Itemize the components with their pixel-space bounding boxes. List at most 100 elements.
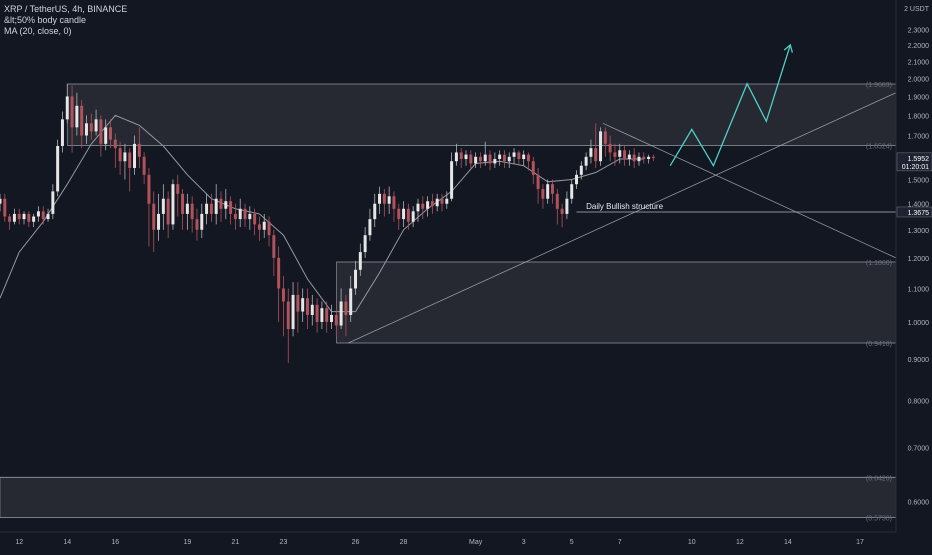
candle-down (166, 198, 170, 225)
candle-up (301, 298, 305, 312)
candle-down (219, 198, 223, 209)
candle-down (526, 154, 530, 162)
price-tick-label: 1.7000 (908, 134, 930, 141)
candle-up (584, 156, 588, 166)
time-tick-label: 7 (618, 539, 622, 546)
candle-down (233, 213, 237, 220)
candle-up (454, 152, 458, 162)
candle-up (0, 198, 2, 204)
candle-up (579, 165, 583, 175)
candle-down (17, 213, 21, 220)
candle-up (426, 201, 430, 209)
candle-up (450, 161, 454, 199)
time-tick-label: 17 (856, 539, 864, 546)
price-tag-value: 1.5952 (908, 156, 930, 163)
price-tick-label: 1.1000 (908, 286, 930, 293)
candle-up (171, 184, 175, 225)
candle-up (512, 152, 516, 157)
time-tick-label: 23 (280, 539, 288, 546)
price-tick-label: 1.5000 (908, 177, 930, 184)
candle-up (402, 208, 406, 220)
candle-up (200, 213, 204, 230)
candle-up (262, 221, 266, 230)
candle-up (368, 219, 372, 236)
indicator-ma[interactable]: MA (20, close, 0) (4, 26, 72, 36)
candle-up (104, 127, 108, 144)
projection-path (669, 44, 791, 168)
candle-down (70, 96, 74, 128)
candle-up (65, 96, 69, 120)
candle-up (618, 150, 622, 157)
price-tick-label: 0.8000 (908, 398, 930, 405)
candle-down (128, 152, 132, 168)
candle-down (113, 139, 117, 149)
candle-down (382, 193, 386, 204)
time-tick-label: 5 (570, 539, 574, 546)
price-tick-label: 2.1000 (908, 59, 930, 66)
candle-down (488, 154, 492, 164)
level-label: (0.5730) (866, 516, 892, 523)
candle-down (152, 203, 156, 230)
projection-arrowhead (783, 43, 794, 53)
zone-box (0, 477, 896, 518)
candle-up (51, 191, 55, 214)
candle-up (84, 123, 88, 136)
candle-down (118, 148, 122, 162)
price-tick-label: 1.2000 (908, 256, 930, 263)
candle-up (224, 201, 228, 209)
candle-up (373, 203, 377, 220)
candle-down (397, 208, 401, 220)
price-tick-label: 0.9000 (908, 357, 930, 364)
candle-down (623, 150, 627, 160)
candle-up (445, 198, 449, 204)
candle-down (41, 211, 45, 220)
candle-up (363, 235, 367, 253)
candle-down (267, 221, 271, 236)
candle-down (440, 198, 444, 204)
candle-down (594, 148, 598, 162)
trendlines-layer (348, 92, 897, 344)
time-tick-label: 12 (736, 539, 744, 546)
time-tick-label: 26 (352, 539, 360, 546)
candle-down (190, 203, 194, 220)
candle-up (214, 198, 218, 214)
chart-legend: XRP / TetherUS, 4h, BINANCE &lt;50% body… (4, 4, 127, 37)
candle-down (253, 213, 257, 225)
level-label: (0.6426) (866, 475, 892, 482)
time-axis[interactable]: 12 14 16 19 21 23 26 28 May 3 5 7 10 12 14 17 (0, 531, 896, 546)
price-tick-label: 1.0000 (908, 320, 930, 327)
projection-layer (669, 43, 794, 168)
time-tick-label: 16 (111, 539, 119, 546)
candle-down (613, 152, 617, 157)
candle-up (123, 152, 127, 162)
candle-up (248, 213, 252, 220)
time-tick-label: 12 (15, 539, 23, 546)
candle-up (32, 216, 36, 222)
candle-up (589, 148, 593, 157)
candle-up (349, 288, 353, 315)
indicator-body-candle[interactable]: &lt;50% body candle (4, 15, 87, 25)
candle-up (435, 198, 439, 207)
candle-down (517, 152, 521, 160)
candle-down (80, 105, 84, 136)
candle-up (22, 213, 26, 220)
symbol-title[interactable]: XRP / TetherUS, 4h, BINANCE (4, 4, 128, 14)
candle-up (358, 252, 362, 270)
zone-box (67, 84, 896, 146)
zone-box (336, 262, 896, 344)
candle-down (608, 143, 612, 153)
candle-up (60, 119, 64, 146)
level-label: (1.1860) (866, 260, 892, 267)
candle-up (339, 301, 343, 326)
candle-down (459, 152, 463, 160)
trendline (348, 92, 897, 344)
candle-down (502, 154, 506, 162)
candle-down (536, 174, 540, 189)
time-tick-label: 19 (183, 539, 191, 546)
candle-down (109, 127, 112, 140)
price-axis-unit: 2 USDT (904, 6, 930, 13)
candle-up (507, 156, 511, 162)
